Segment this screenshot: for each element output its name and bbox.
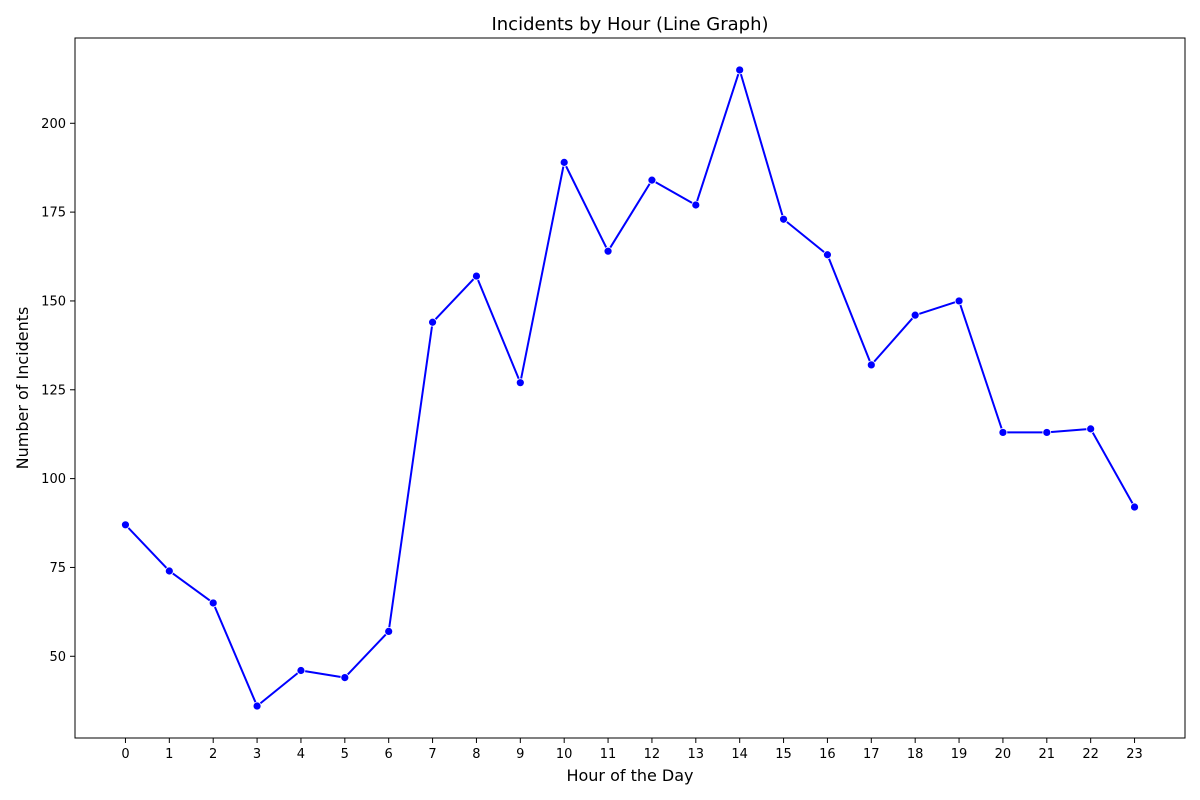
x-tick-label: 14 [731,747,748,762]
data-point [647,175,657,185]
data-point [823,250,832,260]
x-tick-label: 1 [165,747,173,762]
x-tick-label: 15 [775,747,792,762]
data-point [910,310,920,320]
x-tick-label: 16 [819,747,836,762]
data-point [779,214,788,224]
x-tick-label: 22 [1082,747,1099,762]
data-point [208,598,218,608]
data-point [296,666,306,675]
data-point [515,378,525,388]
y-tick-label: 175 [41,206,66,221]
data-point [691,200,701,210]
data-point [1042,428,1052,437]
data-point [998,428,1008,437]
data-point [472,271,481,281]
y-axis: 50 75 100 125 150 175 200 [41,117,75,665]
data-point [384,627,394,636]
x-tick-label: 5 [341,747,349,762]
x-tick-label: 9 [516,747,524,762]
x-tick-label: 21 [1039,747,1056,762]
data-point [954,296,964,306]
x-tick-label: 10 [556,747,573,762]
data-point [340,673,350,682]
y-tick-label: 50 [49,650,66,665]
x-tick-label: 19 [951,747,968,762]
data-point [1086,424,1096,434]
x-tick-label: 6 [385,747,393,762]
data-point [121,520,130,530]
x-tick-label: 7 [428,747,436,762]
data-point [559,157,569,167]
series-group [121,65,1139,711]
x-tick-label: 23 [1126,747,1143,762]
x-tick-label: 13 [688,747,705,762]
y-tick-label: 200 [41,117,66,132]
data-point [1130,502,1139,512]
y-tick-label: 150 [41,294,66,309]
data-point [252,701,262,711]
y-axis-label: Number of Incidents [13,307,32,470]
data-point [735,65,745,75]
x-tick-label: 20 [995,747,1012,762]
x-tick-label: 11 [600,747,617,762]
data-point [164,566,174,576]
plot-area [74,37,1186,739]
x-tick-label: 12 [644,747,661,762]
x-tick-label: 17 [863,747,880,762]
y-tick-label: 125 [41,383,66,398]
data-point [428,317,437,327]
x-tick-label: 2 [209,747,217,762]
x-tick-label: 8 [472,747,480,762]
series-line [124,68,1136,708]
y-tick-label: 75 [49,561,66,576]
x-tick-label: 18 [907,747,924,762]
x-axis: 0 1 2 3 4 5 6 7 8 9 10 11 12 13 14 15 16 17 18 19 20 21 22 23 [121,738,1143,762]
x-tick-label: 4 [297,747,305,762]
chart-title: Incidents by Hour (Line Graph) [491,14,768,35]
data-point [866,360,876,370]
y-tick-label: 100 [41,472,66,487]
x-axis-label: Hour of the Day [566,766,693,785]
x-tick-label: 3 [253,747,261,762]
x-tick-label: 0 [121,747,129,762]
data-point [603,246,613,256]
